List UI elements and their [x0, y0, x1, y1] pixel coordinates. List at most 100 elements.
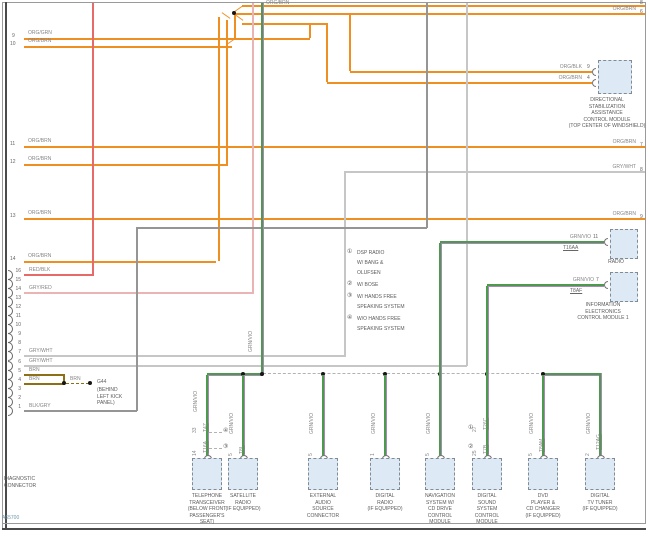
caption-line: (IF EQUIPPED)	[525, 512, 561, 519]
edge-wire-number: 8	[640, 167, 643, 173]
bus-junction-dot	[541, 372, 545, 376]
splice-diagonal	[234, 5, 244, 12]
pin-number: 33	[192, 427, 198, 433]
caption-line: AUDIO	[315, 499, 331, 506]
pin-number: 14	[15, 286, 21, 292]
wire-label: BRN	[29, 376, 40, 382]
component-box-telephone-transceiver	[192, 458, 222, 490]
caption-line: DVD	[537, 493, 549, 499]
wire-blk-gry-vertical-1	[426, 3, 428, 228]
splice-diagonal	[221, 12, 231, 19]
caption-line: SEAT)	[199, 519, 215, 525]
legend-line: SPEAKING SYSTEM	[357, 326, 405, 332]
edge-wire-number: 9	[12, 33, 15, 39]
module-box-radio	[610, 229, 638, 259]
bus-junction-dot	[241, 372, 245, 376]
caption-line: (IF EQUIPPED)	[582, 506, 618, 512]
connector-arc	[437, 455, 445, 459]
wire-grn-vio-dvd	[542, 375, 545, 457]
edge-wire-number: 12	[10, 159, 16, 165]
connector-arc	[592, 68, 596, 76]
legend-mark-2: ②	[347, 281, 353, 287]
wire-grn-vio-tv-tuner	[599, 373, 602, 457]
bus-junction-dot	[383, 372, 387, 376]
wire-label: ORG/BRN	[612, 6, 636, 12]
connector-arc	[320, 455, 328, 459]
wire-brn-dashed-to-ground	[66, 383, 89, 384]
pin-number: 8	[18, 340, 21, 346]
component-box-digital-radio	[370, 458, 400, 490]
caption-line: STABILIZATION	[588, 103, 626, 110]
edge-wire-number: 14	[10, 256, 16, 262]
wire-label-grn-vio: GRN/VIO	[586, 412, 592, 434]
edge-wire-number: 10	[10, 41, 16, 47]
pin-number: 27	[472, 426, 478, 432]
pin-number: 2	[18, 395, 21, 401]
wire-gry-red-vertical	[252, 3, 254, 293]
pin-number: 10	[15, 322, 21, 328]
pin-number: 5	[308, 453, 314, 456]
component-box-satellite-radio	[228, 458, 258, 490]
pin-number: 2	[585, 453, 591, 456]
module-caption-directional-stabilization: DIRECTIONAL STABILIZATION ASSISTANCE CON…	[566, 97, 648, 130]
connector-label: T16A	[203, 441, 209, 453]
wire-label: GRY/WHT	[29, 348, 53, 354]
option-mark: ④	[223, 428, 229, 434]
wire-label: ORG/BRN	[28, 253, 52, 259]
wire-grn-vio-dss	[486, 286, 489, 457]
pin-number: 11	[15, 313, 21, 319]
wire-label-org-brn-splice: ORG/BRN	[266, 0, 290, 6]
ground-name: G44	[97, 379, 107, 385]
wire-org-brn-pin12	[24, 164, 228, 166]
branch-stub	[209, 432, 222, 433]
connector-arc	[592, 79, 596, 87]
frame-top	[2, 2, 646, 3]
ground-caption: (BEHIND LEFT KICK PANEL)	[97, 387, 122, 407]
splice-junction-dot	[232, 11, 236, 15]
wire-org-brn-to-module	[327, 82, 592, 84]
caption-line: LEFT KICK	[97, 393, 123, 400]
wire-label-grn-vio: GRN/VIO	[426, 412, 432, 434]
caption-line: DIAGNOSTIC	[4, 476, 36, 482]
caption-line: DIRECTIONAL	[590, 97, 624, 103]
caption-line: (BELOW FRONT	[187, 506, 227, 512]
wire-gry-red-pin14	[24, 292, 254, 294]
caption-line: PASSENGER'S	[189, 512, 225, 519]
legend-mark-4: ④	[347, 315, 353, 321]
wire-label: ORG/BRN	[28, 156, 52, 162]
branch-stub	[209, 448, 222, 449]
wire-red-blk-pin16	[24, 274, 94, 276]
pin-number: 5	[228, 453, 234, 456]
wire-label: ORG/BRN	[612, 211, 636, 217]
wire-label-grn-vio: GRN/VIO	[229, 412, 235, 434]
wire-blk-gry-pin1	[24, 410, 137, 412]
caption-line: TRANSCEIVER	[189, 499, 225, 506]
caption-line: MODULE	[429, 519, 451, 525]
bus-grn-vio-right	[543, 373, 601, 376]
component-caption-digital-radio: DIGITAL RADIO (IF EQUIPPED)	[354, 493, 416, 513]
legend-line: SPEAKING SYSTEM	[357, 304, 405, 310]
wire-blk-gry-horizontal	[137, 227, 427, 229]
caption-line: EXTERNAL	[309, 493, 337, 499]
option-mark: ①	[468, 425, 474, 431]
legend-line: DSP RADIO	[357, 250, 385, 256]
caption-line: DIGITAL	[590, 493, 610, 499]
wire-grn-vio-main-vertical	[261, 3, 264, 375]
module-box-directional-stabilization	[598, 60, 632, 94]
pin-number: 13	[15, 295, 21, 301]
frame-right	[645, 2, 646, 524]
wire-label-grn-vio: GRN/VIO	[193, 390, 199, 412]
connector-label: T8AM	[539, 438, 545, 452]
wire-label-brn: BRN	[70, 376, 81, 382]
caption-line: CONTROL MODULE 1	[577, 315, 629, 321]
ground-symbol-g44	[88, 381, 92, 385]
component-caption-digital-tv-tuner: DIGITAL TV TUNER (IF EQUIPPED)	[569, 493, 631, 513]
caption-line: SYSTEM	[476, 506, 498, 512]
wire-label: ORG/BRN	[612, 139, 636, 145]
wire-grn-vio-ext-audio	[322, 375, 325, 457]
legend-line: W/ HANDS FREE	[357, 294, 397, 300]
connector-label: T8L	[239, 445, 245, 454]
option-mark: ②	[468, 444, 474, 450]
wire-label: GRY/RED	[29, 285, 52, 291]
